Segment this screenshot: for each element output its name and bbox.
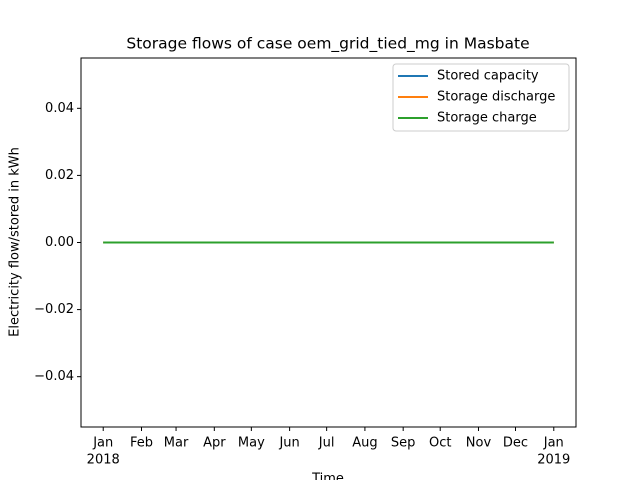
x-tick-label: Dec [503,436,528,451]
x-tick-label: Jul [318,436,335,451]
chart-title: Storage flows of case oem_grid_tied_mg i… [126,35,529,54]
y-tick-label: −0.04 [34,369,74,384]
x-tick-label: Oct [429,436,451,451]
x-tick-label: Feb [130,436,153,451]
x-tick-label: Jun [278,436,299,451]
y-tick-label: 0.02 [45,168,74,183]
plot-frame [80,57,577,428]
x-tick-label: Jan [92,436,113,451]
x-tick-label: Nov [466,436,492,451]
legend-label: Stored capacity [437,69,539,84]
y-tick-label: 0.04 [45,101,74,116]
x-tick-label: Aug [352,436,377,451]
legend-label: Storage charge [437,111,537,126]
x-axis-label: Time [311,472,344,480]
x-tick-label: Mar [164,436,189,451]
x-tick-label: Apr [203,436,226,451]
x-tick-sublabel: 2019 [537,453,570,468]
x-tick-label: Sep [391,436,416,451]
y-axis-label: Electricity flow/stored in kWh [8,147,23,337]
y-tick-label: −0.02 [34,302,74,317]
y-tick-label: 0.00 [45,235,74,250]
x-tick-sublabel: 2018 [87,453,120,468]
x-tick-label: Jan [543,436,564,451]
legend-label: Storage discharge [437,90,555,105]
x-tick-label: May [238,436,265,451]
legend-box [392,63,570,132]
